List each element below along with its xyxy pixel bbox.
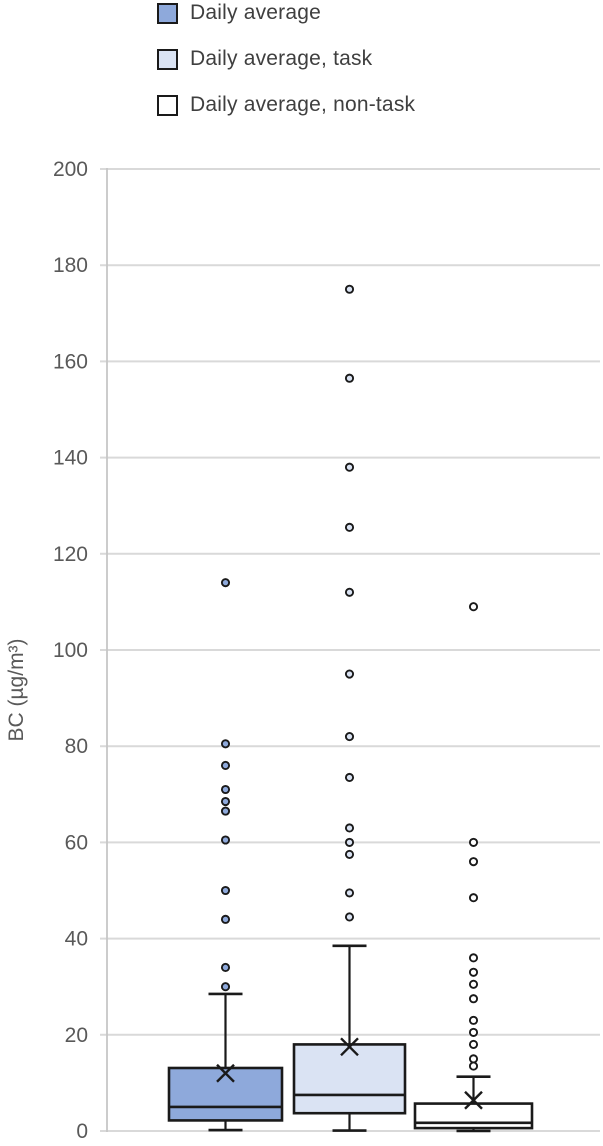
y-tick-label: 100 <box>53 639 88 662</box>
outlier-point <box>468 857 479 867</box>
y-tick-label: 180 <box>53 254 88 277</box>
outlier-point <box>344 732 355 742</box>
y-axis-title: BC (µg/m³) <box>5 638 28 741</box>
outlier-point <box>220 835 231 845</box>
legend-item-daily-average-task: Daily average, task <box>157 47 373 70</box>
y-tick-label: 0 <box>76 1120 88 1143</box>
y-tick-label: 120 <box>53 543 88 566</box>
outlier-point <box>344 373 355 383</box>
outlier-point <box>220 784 231 795</box>
outlier-point <box>220 914 231 924</box>
legend-swatch-daily-average-task-icon <box>157 48 178 70</box>
mean-marker <box>464 1090 483 1110</box>
outlier-point <box>344 888 355 898</box>
outlier-point <box>468 1039 479 1049</box>
outlier-point <box>344 849 355 859</box>
outlier-point <box>220 885 231 896</box>
y-tick-label: 40 <box>65 928 88 951</box>
y-tick-label: 160 <box>53 350 88 373</box>
outlier-point <box>344 912 355 922</box>
outlier-point <box>344 284 355 294</box>
legend-label: Daily average <box>190 1 321 24</box>
legend-label: Daily average, task <box>190 47 373 70</box>
outlier-point <box>468 1027 479 1037</box>
outlier-point <box>468 979 479 989</box>
outlier-point <box>468 893 479 903</box>
outlier-point <box>468 994 479 1004</box>
outlier-point <box>220 982 231 992</box>
y-tick-label: 20 <box>65 1024 88 1047</box>
outlier-point <box>468 1015 479 1025</box>
outlier-point <box>344 587 355 597</box>
y-tick-label: 80 <box>65 735 88 758</box>
mean-marker <box>216 1063 235 1083</box>
outlier-point <box>220 760 231 770</box>
outlier-point <box>344 669 355 679</box>
outlier-point <box>220 578 231 588</box>
legend-item-daily-average-non-task: Daily average, non-task <box>157 93 416 116</box>
outlier-point <box>468 1054 479 1064</box>
outlier-point <box>344 772 355 783</box>
box <box>292 1043 407 1115</box>
outlier-point <box>468 953 479 963</box>
y-tick-label: 200 <box>53 158 88 181</box>
mean-marker <box>340 1037 359 1057</box>
outlier-point <box>468 967 479 977</box>
legend-item-daily-average: Daily average <box>157 1 321 24</box>
y-tick-label: 140 <box>53 447 88 470</box>
legend-swatch-daily-average-non-task-icon <box>157 94 178 116</box>
y-tick-label: 60 <box>65 831 88 854</box>
box <box>167 1066 284 1122</box>
outlier-point <box>344 462 355 472</box>
outlier-point <box>468 837 479 847</box>
outlier-point <box>220 962 231 973</box>
outlier-point <box>468 1061 479 1071</box>
legend-swatch-daily-average-icon <box>157 2 178 24</box>
outlier-point <box>220 806 231 816</box>
outlier-point <box>344 522 355 532</box>
outlier-point <box>468 602 479 612</box>
box <box>413 1102 534 1130</box>
legend-label: Daily average, non-task <box>190 93 416 116</box>
outlier-point <box>220 796 231 807</box>
outlier-point <box>220 739 231 749</box>
outlier-point <box>344 837 355 847</box>
outlier-point <box>344 823 355 833</box>
